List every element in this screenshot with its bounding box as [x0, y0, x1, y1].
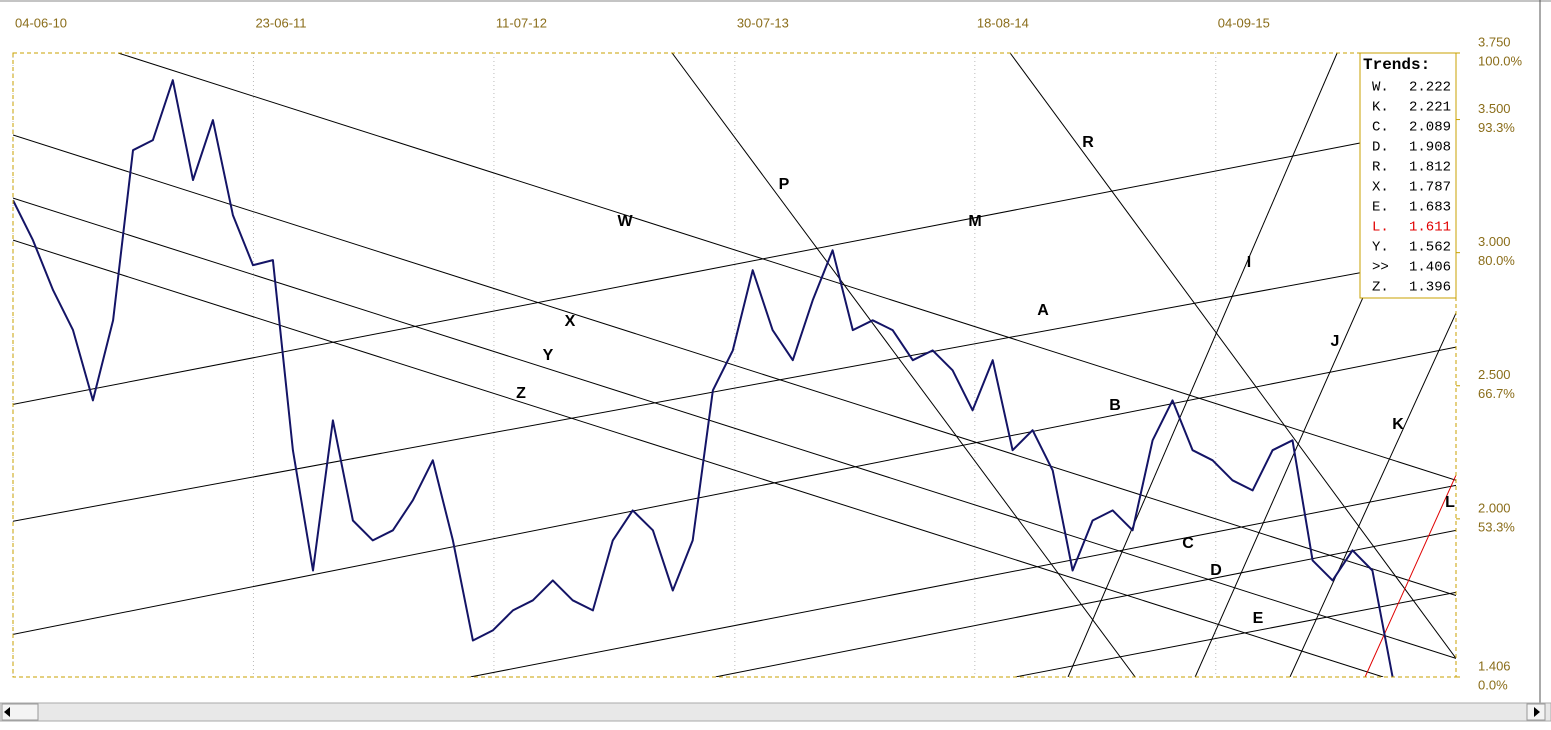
- trend-item-label: L.: [1372, 220, 1389, 236]
- trend-item-value: 1.683: [1409, 200, 1451, 216]
- trend-line-label: D: [1210, 562, 1222, 579]
- x-tick-label: 18-08-14: [977, 15, 1029, 30]
- scrollbar-thumb[interactable]: [1, 703, 39, 721]
- trend-line-label: Z: [516, 385, 526, 402]
- trend-item-label: R.: [1372, 160, 1389, 176]
- trend-item-value: 1.396: [1409, 280, 1451, 296]
- y-tick-label: 3.500: [1478, 101, 1511, 116]
- trend-line-label: L: [1445, 494, 1455, 511]
- y-tick-label: 1.406: [1478, 658, 1511, 673]
- plot-border: [12, 52, 1457, 678]
- y-tick-label: 2.000: [1478, 500, 1511, 515]
- trend-item-label: K.: [1372, 100, 1389, 116]
- scroll-left-arrow[interactable]: [4, 707, 10, 717]
- trend-line: [13, 346, 1456, 635]
- trend-item-value: 2.221: [1409, 100, 1451, 116]
- trend-line-label: R: [1082, 134, 1094, 151]
- trend-item-label: Y.: [1372, 240, 1389, 256]
- trends-box-frame: [1359, 52, 1457, 299]
- y-tick-percent-label: 53.3%: [1478, 519, 1515, 534]
- trend-line: [1364, 475, 1456, 677]
- trend-item-value: 1.611: [1409, 220, 1451, 236]
- trend-line-label: W: [617, 213, 633, 230]
- trend-line: [13, 142, 1361, 405]
- trend-item-label: X.: [1372, 180, 1389, 196]
- trend-item-value: 1.562: [1409, 240, 1451, 256]
- trend-line: [470, 484, 1456, 677]
- trend-line-label: X: [565, 313, 576, 330]
- trends-title: Trends:: [1363, 56, 1430, 74]
- trend-line: [13, 134, 1456, 597]
- y-tick-label: 3.000: [1478, 234, 1511, 249]
- trend-line: [715, 529, 1456, 677]
- trend-line: [13, 197, 1456, 659]
- trend-item-value: 1.406: [1409, 260, 1451, 276]
- trends-box: Trends: W. 2.222 K. 2.221 C. 2.089 D. 1.908 R. 1.…: [1359, 52, 1457, 299]
- y-tick-label: 2.500: [1478, 367, 1511, 382]
- trend-line: [1009, 53, 1456, 659]
- trend-line-label: C: [1182, 535, 1194, 552]
- trend-line-label: K: [1392, 416, 1404, 433]
- x-tick-label: 11-07-12: [496, 15, 547, 30]
- trend-line: [1067, 53, 1338, 677]
- trend-line-label: A: [1037, 302, 1049, 319]
- trend-item-label: D.: [1372, 140, 1389, 156]
- trend-item-value: 1.812: [1409, 160, 1451, 176]
- labels: 04-06-10 23-06-11 11-07-12 30-07-13 18-08-14…: [15, 15, 1523, 692]
- trend-line: [117, 53, 1456, 481]
- scrollbar[interactable]: [0, 702, 1551, 722]
- trend-line-label: Y: [543, 347, 554, 364]
- trend-item-value: 1.787: [1409, 180, 1451, 196]
- y-tick-percent-label: 0.0%: [1478, 677, 1508, 692]
- trend-line: [671, 53, 1136, 677]
- price-line: [13, 79, 1394, 677]
- trend-item-label: Z.: [1372, 280, 1389, 296]
- trend-line-label: E: [1253, 610, 1264, 627]
- trend-item-value: 2.089: [1409, 120, 1451, 136]
- y-tick-percent-label: 100.0%: [1478, 53, 1523, 68]
- x-tick-label: 04-06-10: [15, 15, 67, 30]
- x-tick-label: 04-09-15: [1218, 15, 1270, 30]
- trend-line-label: I: [1247, 254, 1251, 271]
- trend-line-label: P: [779, 176, 790, 193]
- trend-item-value: 2.222: [1409, 80, 1451, 96]
- trend-line: [13, 254, 1456, 522]
- y-tick-percent-label: 66.7%: [1478, 386, 1515, 401]
- x-tick-label: 30-07-13: [737, 15, 789, 30]
- scroll-right-arrow[interactable]: [1534, 707, 1540, 717]
- trend-line: [1289, 312, 1456, 677]
- trend-line: [13, 239, 1384, 677]
- trend-line-label: J: [1331, 333, 1340, 350]
- trend-line-label: B: [1109, 397, 1121, 414]
- trend-item-value: 1.908: [1409, 140, 1451, 156]
- trend-item-label: C.: [1372, 120, 1389, 136]
- y-tick-percent-label: 93.3%: [1478, 120, 1515, 135]
- plot-area: [13, 53, 1456, 677]
- trend-item-label: >>: [1372, 260, 1389, 276]
- trend-line-label: M: [968, 213, 981, 230]
- scrollbar-track[interactable]: [0, 702, 1551, 722]
- x-tick-label: 23-06-11: [255, 15, 306, 30]
- trend-item-label: E.: [1372, 200, 1389, 216]
- y-tick-percent-label: 80.0%: [1478, 253, 1515, 268]
- trend-line: [1015, 591, 1456, 677]
- trend-item-label: W.: [1372, 80, 1389, 96]
- y-tick-label: 3.750: [1478, 34, 1511, 49]
